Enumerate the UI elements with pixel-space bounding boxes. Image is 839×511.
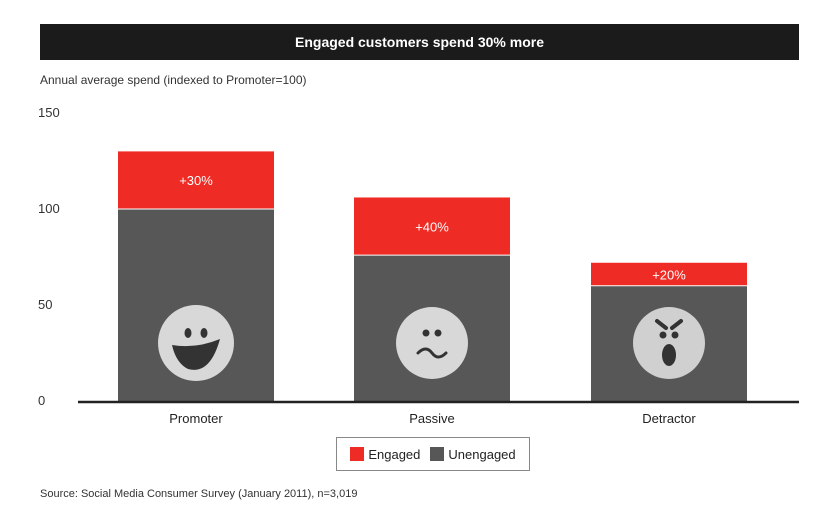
y-axis-label: Annual average spend (indexed to Promote… bbox=[40, 73, 307, 87]
neutral-face-icon bbox=[396, 307, 468, 379]
source-note: Source: Social Media Consumer Survey (Ja… bbox=[40, 488, 358, 500]
bar-engaged bbox=[118, 151, 274, 209]
y-tick-label: 0 bbox=[38, 393, 45, 408]
y-tick-label: 100 bbox=[38, 201, 60, 216]
data-label: +40% bbox=[415, 219, 449, 234]
legend: Engaged Unengaged bbox=[336, 437, 530, 471]
happy-face-icon bbox=[158, 305, 234, 381]
legend-swatch-engaged bbox=[350, 447, 365, 461]
angry-face-icon bbox=[633, 307, 705, 379]
x-tick-label: Promoter bbox=[169, 411, 223, 426]
bar-engaged bbox=[591, 262, 747, 286]
y-tick-label: 50 bbox=[38, 297, 52, 312]
data-label: +30% bbox=[179, 173, 213, 188]
y-tick-label: 150 bbox=[38, 105, 60, 120]
data-label: +20% bbox=[652, 267, 686, 282]
legend-item-unengaged: Unengaged bbox=[430, 446, 516, 462]
legend-label-engaged: Engaged bbox=[368, 446, 421, 462]
bar-engaged bbox=[354, 197, 510, 256]
x-tick-label: Passive bbox=[409, 411, 455, 426]
legend-item-engaged: Engaged bbox=[350, 447, 420, 462]
x-tick-label: Detractor bbox=[642, 411, 696, 426]
legend-swatch-unengaged bbox=[430, 447, 445, 461]
legend-label-unengaged: Unengaged bbox=[448, 446, 516, 462]
chart-title: Engaged customers spend 30% more bbox=[40, 24, 799, 60]
